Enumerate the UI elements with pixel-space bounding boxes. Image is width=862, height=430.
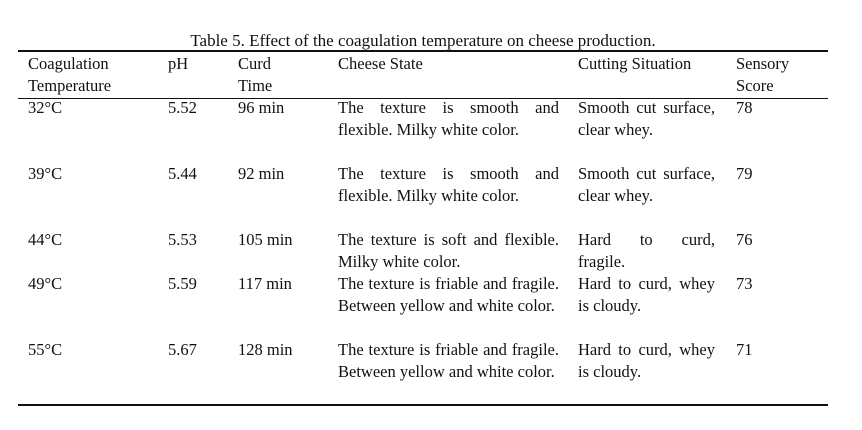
cell-curd-time: 105 min [238, 230, 293, 249]
cell-sensory-score: 78 [736, 98, 753, 117]
header-curd-time: Curd Time [238, 53, 328, 97]
cell-temperature: 55°C [28, 340, 63, 359]
cell-temperature: 49°C [28, 274, 63, 293]
cell-cheese-state: The texture is smooth and flexible. Milk… [338, 164, 559, 205]
cell-sensory-score: 71 [736, 340, 753, 359]
cell-cutting-situation: Hard to curd, fragile. [578, 230, 715, 271]
header-sensory-score-line-2: Score [736, 76, 774, 95]
cell-sensory-score: 76 [736, 230, 753, 249]
cell-temperature: 32°C [28, 98, 63, 117]
header-cheese-state: Cheese State [338, 54, 423, 73]
cell-sensory-score: 73 [736, 274, 753, 293]
header-temperature-line-2: Temperature [28, 76, 112, 95]
cell-cheese-state: The texture is smooth and flexible. Milk… [338, 98, 559, 139]
cell-temperature: 44°C [28, 230, 63, 249]
table-header-rule [18, 98, 828, 99]
cell-curd-time: 128 min [238, 340, 293, 359]
cell-curd-time: 92 min [238, 164, 285, 183]
cell-ph: 5.52 [168, 98, 197, 117]
header-temperature: Coagulation Temperature [28, 53, 158, 97]
cell-sensory-score: 79 [736, 164, 753, 183]
cell-curd-time: 96 min [238, 98, 285, 117]
cell-cheese-state: The texture is friable and fragile. Betw… [338, 340, 559, 381]
header-sensory-score-line-1: Sensory [736, 54, 790, 73]
table-caption: Table 5. Effect of the coagulation tempe… [190, 31, 656, 50]
cell-ph: 5.59 [168, 274, 197, 293]
cell-cutting-situation: Hard to curd, whey is cloudy. [578, 274, 715, 315]
table-bottom-rule [18, 404, 828, 406]
header-curd-time-line-1: Curd [238, 54, 271, 73]
header-ph: pH [168, 54, 189, 73]
header-sensory-score: Sensory Score [736, 53, 816, 97]
table-top-rule [18, 50, 828, 52]
cell-cheese-state: The texture is soft and flexible. Milky … [338, 230, 559, 271]
cell-cheese-state: The texture is friable and fragile. Betw… [338, 274, 559, 315]
cell-cutting-situation: Smooth cut surface, clear whey. [578, 164, 715, 205]
cell-cutting-situation: Hard to curd, whey is cloudy. [578, 340, 715, 381]
cell-cutting-situation: Smooth cut surface, clear whey. [578, 98, 715, 139]
header-temperature-line-1: Coagulation [28, 54, 109, 73]
header-curd-time-line-2: Time [238, 76, 273, 95]
cell-curd-time: 117 min [238, 274, 292, 293]
cell-ph: 5.53 [168, 230, 197, 249]
header-cutting-situation: Cutting Situation [578, 54, 692, 73]
cell-ph: 5.44 [168, 164, 197, 183]
cell-temperature: 39°C [28, 164, 63, 183]
cell-ph: 5.67 [168, 340, 197, 359]
